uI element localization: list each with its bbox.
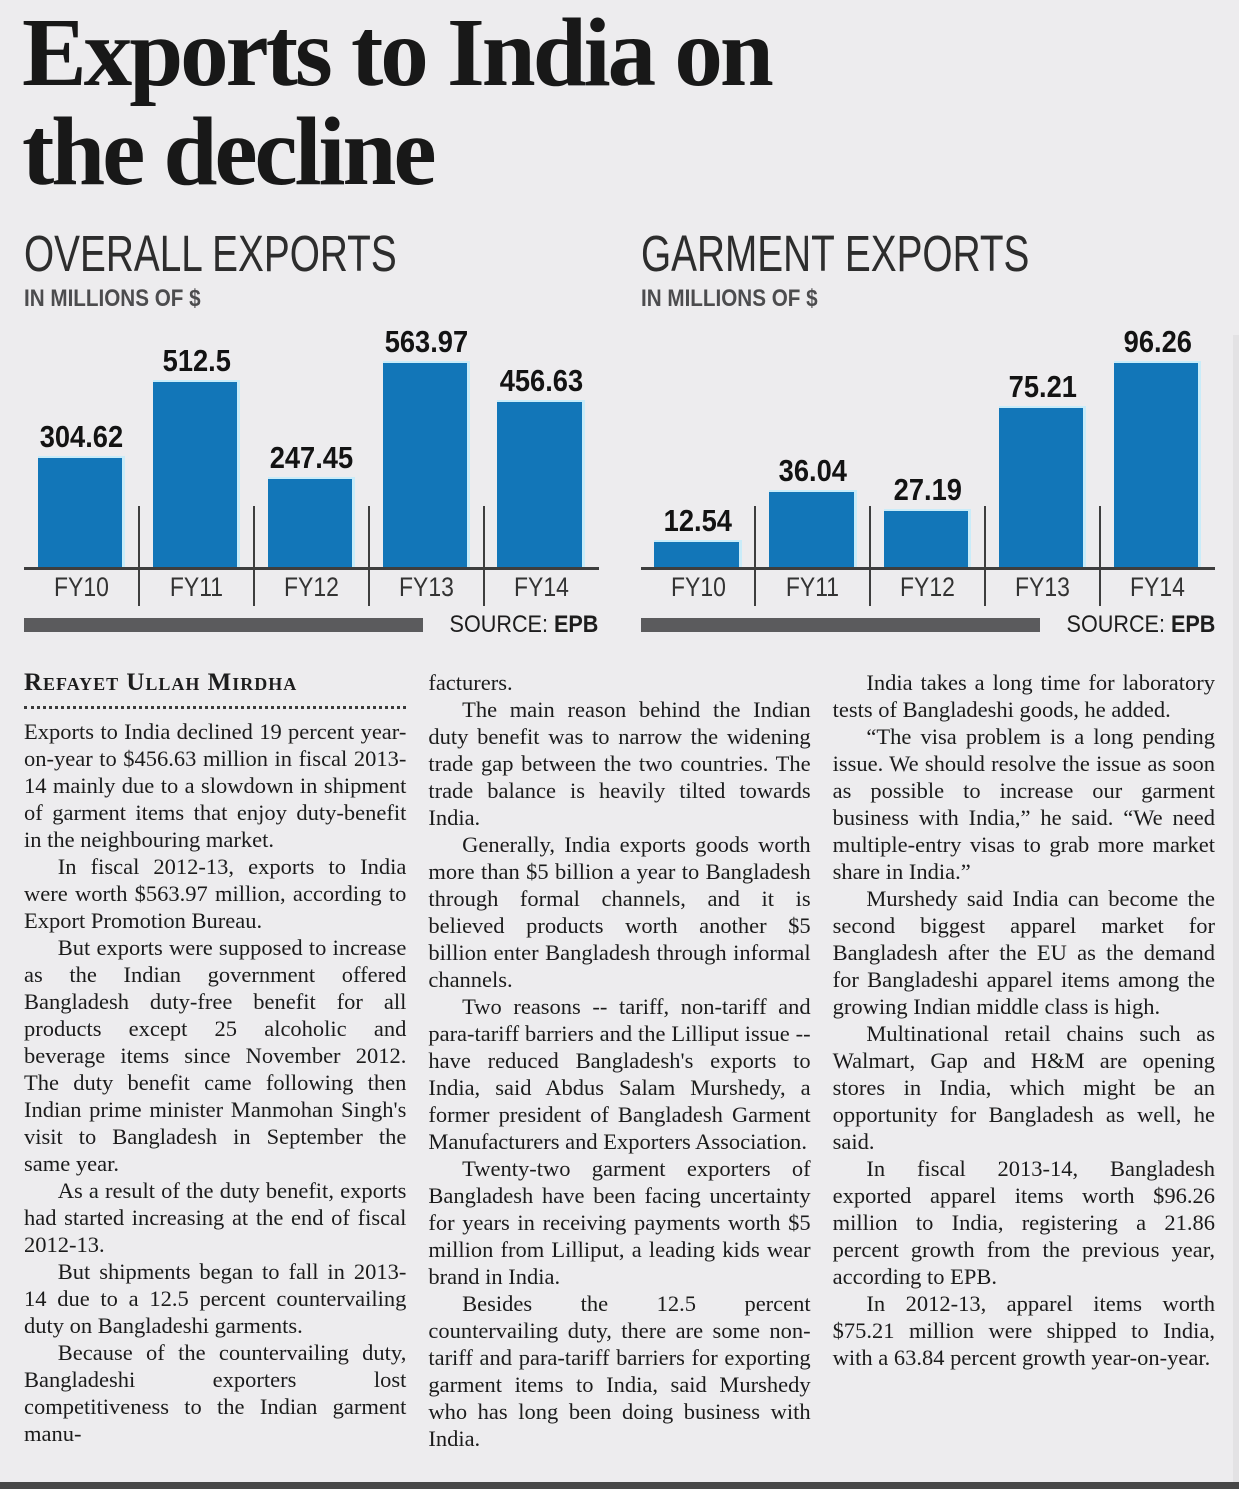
article-paragraph: Because of the countervailing duty, Bang… (24, 1339, 407, 1446)
bar-group-fy12: 27.19 (870, 474, 985, 567)
charts-row: OVERALL EXPORTS IN MILLIONS OF $ 304.62 5… (0, 228, 1239, 639)
bar-value-label: 36.04 (778, 452, 847, 488)
article-column-3: India takes a long time for laboratory t… (833, 669, 1215, 1452)
article-column-2: facturers. The main reason behind the In… (428, 669, 810, 1452)
headline-line-1: Exports to India on (22, 0, 774, 106)
article-paragraph: Exports to India declined 19 percent yea… (24, 718, 407, 852)
bar (497, 399, 585, 567)
article-paragraph: Generally, India exports goods worth mor… (428, 831, 811, 992)
article-paragraph: facturers. (428, 669, 513, 695)
x-axis-label-fy13: FY13 (1015, 571, 1071, 602)
bar (999, 405, 1087, 567)
chart-title: OVERALL EXPORTS (24, 224, 397, 282)
bar-group-fy10: 12.54 (641, 505, 756, 567)
source-divider-bar (24, 617, 424, 632)
bar (1113, 360, 1202, 567)
bar (654, 539, 742, 567)
article-paragraph: Multinational retail chains such as Walm… (832, 1020, 1215, 1154)
bar-plot: 12.54 36.04 27.19 75.21 96.26 (641, 315, 1216, 567)
source-row: SOURCE: EPB (640, 611, 1215, 639)
x-axis-label-fy12: FY12 (900, 571, 956, 602)
byline-dotted-rule (24, 697, 407, 709)
bar-group-fy11: 512.5 (139, 345, 254, 567)
bar-group-fy12: 247.45 (254, 442, 369, 567)
source-label: SOURCE: (449, 610, 549, 638)
x-axis-tick (252, 505, 255, 606)
bar (884, 508, 972, 567)
chart-subtitle: IN MILLIONS OF $ (640, 284, 818, 312)
article-paragraph: In fiscal 2012-13, exports to India were… (24, 853, 407, 933)
chart-overall-exports: OVERALL EXPORTS IN MILLIONS OF $ 304.62 5… (24, 228, 599, 639)
x-axis-label-fy12: FY12 (283, 571, 339, 602)
byline: Refayet Ullah Mirdha (24, 668, 298, 696)
source-value: EPB (1170, 610, 1215, 638)
bar-plot: 304.62 512.5 247.45 563.97 456.63 (24, 315, 599, 567)
bar-group-fy10: 304.62 (24, 421, 139, 567)
article-column-1: Refayet Ullah Mirdha Exports to India de… (24, 668, 407, 1452)
headline-line-2: the decline (22, 97, 437, 205)
source-divider-bar (640, 617, 1040, 632)
x-axis-label-fy11: FY11 (169, 571, 223, 602)
bar-value-label: 247.45 (269, 439, 353, 475)
bar-value-label: 12.54 (663, 502, 733, 538)
bar (769, 489, 857, 567)
article-paragraph: In 2012-13, apparel items worth $75.21 m… (832, 1290, 1215, 1370)
article-paragraph: Murshedy said India can become the secon… (832, 885, 1215, 1019)
bar (152, 379, 241, 567)
article-paragraph: Besides the 12.5 percent countervailing … (428, 1290, 811, 1451)
chart-subtitle: IN MILLIONS OF $ (24, 284, 201, 312)
x-axis-tick (869, 505, 872, 606)
x-axis: FY10 FY11 FY12 FY13 FY14 (24, 505, 599, 606)
bar-value-label: 96.26 (1123, 323, 1192, 359)
x-axis-label-fy13: FY13 (398, 571, 454, 602)
bar-group-fy14: 96.26 (1100, 326, 1215, 567)
chart-garment-exports: GARMENT EXPORTS IN MILLIONS OF $ 12.54 36… (640, 224, 1216, 639)
x-axis-tick (137, 505, 140, 606)
x-axis-tick (367, 505, 370, 606)
article-paragraph: As a result of the duty benefit, exports… (24, 1177, 407, 1257)
article-paragraph: But shipments began to fall in 2013-14 d… (24, 1258, 407, 1338)
x-axis-label-fy10: FY10 (670, 571, 726, 602)
article-paragraph: But exports were supposed to increase as… (24, 934, 407, 1176)
source-row: SOURCE: EPB (24, 611, 599, 639)
bottom-section-rule (0, 1482, 1239, 1489)
x-axis-tick (984, 505, 987, 606)
bar-value-label: 304.62 (39, 418, 124, 454)
bar (37, 455, 126, 567)
source-label: SOURCE: (1066, 610, 1165, 638)
article-paragraph: “The visa problem is a long pending issu… (832, 723, 1215, 884)
x-axis-label-fy14: FY14 (1130, 571, 1186, 602)
scan-edge-strip (1233, 335, 1239, 1482)
source-text: SOURCE: EPB (1066, 611, 1215, 639)
bar-value-label: 456.63 (499, 362, 583, 398)
bar-group-fy13: 563.97 (369, 326, 484, 567)
source-value: EPB (554, 610, 599, 638)
bar (382, 360, 470, 567)
bar (267, 476, 355, 567)
bar-value-label: 27.19 (893, 471, 962, 507)
bar-group-fy14: 456.63 (484, 365, 599, 567)
x-axis-tick (1099, 505, 1102, 606)
x-axis-label-fy10: FY10 (54, 571, 109, 602)
x-axis: FY10 FY11 FY12 FY13 FY14 (640, 505, 1215, 606)
article-headline: Exports to India on the decline (22, 0, 1239, 205)
article-paragraph: The main reason behind the Indian duty b… (428, 696, 811, 830)
bar-value-label: 512.5 (162, 342, 231, 378)
article-paragraph: Two reasons -- tariff, non-tariff and pa… (428, 993, 811, 1154)
article-paragraph: In fiscal 2013-14, Bangladesh exported a… (832, 1155, 1215, 1289)
bar-group-fy11: 36.04 (755, 455, 870, 567)
bar-value-label: 563.97 (384, 323, 468, 359)
x-axis-tick (482, 505, 485, 606)
article-body: Refayet Ullah Mirdha Exports to India de… (0, 669, 1239, 1452)
x-axis-label-fy11: FY11 (786, 571, 840, 602)
article-paragraph: India takes a long time for laboratory t… (832, 669, 1215, 722)
source-text: SOURCE: EPB (450, 611, 599, 639)
chart-title: GARMENT EXPORTS (640, 224, 1029, 282)
article-paragraph: Twenty-two garment exporters of Banglade… (428, 1155, 811, 1289)
x-axis-tick (754, 505, 757, 606)
bar-value-label: 75.21 (1008, 368, 1077, 404)
x-axis-label-fy14: FY14 (513, 571, 569, 602)
bar-group-fy13: 75.21 (985, 371, 1100, 567)
